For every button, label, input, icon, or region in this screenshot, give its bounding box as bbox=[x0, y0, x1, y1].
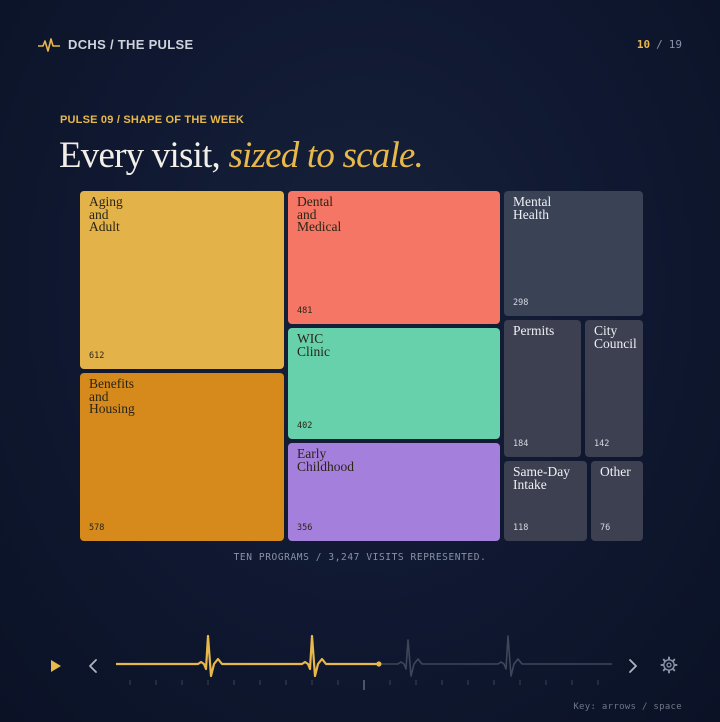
tile-value: 142 bbox=[594, 439, 610, 449]
treemap-tile[interactable]: Benefits and Housing 578 bbox=[80, 373, 284, 541]
tile-label: Dental and Medical bbox=[297, 194, 342, 234]
tile-value: 481 bbox=[297, 306, 313, 316]
treemap-tile[interactable]: WIC Clinic 402 bbox=[288, 328, 500, 439]
timeline-handle bbox=[376, 661, 382, 667]
play-icon[interactable] bbox=[48, 658, 64, 674]
tile-label: Mental Health bbox=[513, 194, 552, 222]
timeline-track bbox=[116, 635, 612, 677]
slide-total: 19 bbox=[668, 38, 682, 51]
treemap-tile[interactable]: City Council 142 bbox=[585, 320, 643, 457]
tile-label: WIC Clinic bbox=[297, 331, 330, 359]
tile-label: Aging and Adult bbox=[89, 194, 123, 234]
brand-title: DCHS / THE PULSE bbox=[68, 37, 194, 52]
treemap-tile[interactable]: Other 76 bbox=[591, 461, 643, 541]
gear-icon[interactable] bbox=[660, 656, 678, 674]
tile-value: 356 bbox=[297, 523, 313, 533]
timeline-scrubber[interactable] bbox=[116, 624, 612, 696]
tile-value: 298 bbox=[513, 298, 529, 308]
player-controls bbox=[0, 620, 720, 700]
page-title: Every visit, sized to scale. bbox=[59, 134, 424, 177]
caption: TEN PROGRAMS / 3,247 VISITS REPRESENTED. bbox=[233, 552, 487, 563]
timeline-progress bbox=[116, 634, 379, 678]
tile-value: 184 bbox=[513, 439, 529, 449]
treemap-tile[interactable]: Permits 184 bbox=[504, 320, 581, 457]
tile-label: Benefits and Housing bbox=[89, 376, 135, 416]
treemap-tile[interactable]: Same-Day Intake 118 bbox=[504, 461, 587, 541]
eyebrow: PULSE 09 / SHAPE OF THE WEEK bbox=[60, 114, 245, 126]
slide-separator: / bbox=[656, 38, 663, 51]
treemap-tile[interactable]: Mental Health 298 bbox=[504, 191, 643, 316]
title-plain: Every visit, bbox=[59, 135, 229, 176]
title-emphasis: sized to scale. bbox=[228, 135, 423, 176]
tile-value: 76 bbox=[600, 523, 611, 533]
treemap-tile[interactable]: Aging and Adult 612 bbox=[80, 191, 284, 369]
tile-label: City Council bbox=[594, 323, 637, 351]
pulse-icon bbox=[38, 37, 60, 52]
tile-label: Same-Day Intake bbox=[513, 464, 570, 492]
chevron-left-icon[interactable] bbox=[86, 657, 100, 675]
keyboard-hint: Key: arrows / space bbox=[573, 702, 682, 712]
tile-value: 118 bbox=[513, 523, 529, 533]
chevron-right-icon[interactable] bbox=[626, 657, 640, 675]
slide-current: 10 bbox=[636, 38, 651, 51]
treemap: Aging and Adult 612 Benefits and Housing 57… bbox=[80, 191, 643, 541]
brand[interactable]: DCHS / THE PULSE bbox=[38, 37, 193, 52]
tile-value: 612 bbox=[89, 351, 105, 361]
tile-label: Other bbox=[600, 464, 631, 479]
tile-label: Early Childhood bbox=[297, 446, 355, 474]
tile-value: 578 bbox=[89, 523, 105, 533]
top-bar: DCHS / THE PULSE 10 / 19 bbox=[38, 37, 682, 57]
treemap-tile[interactable]: Early Childhood 356 bbox=[288, 443, 500, 541]
treemap-tile[interactable]: Dental and Medical 481 bbox=[288, 191, 500, 324]
tile-label: Permits bbox=[513, 323, 555, 338]
slide-counter: 10 / 19 bbox=[637, 38, 682, 51]
tile-value: 402 bbox=[297, 421, 313, 431]
